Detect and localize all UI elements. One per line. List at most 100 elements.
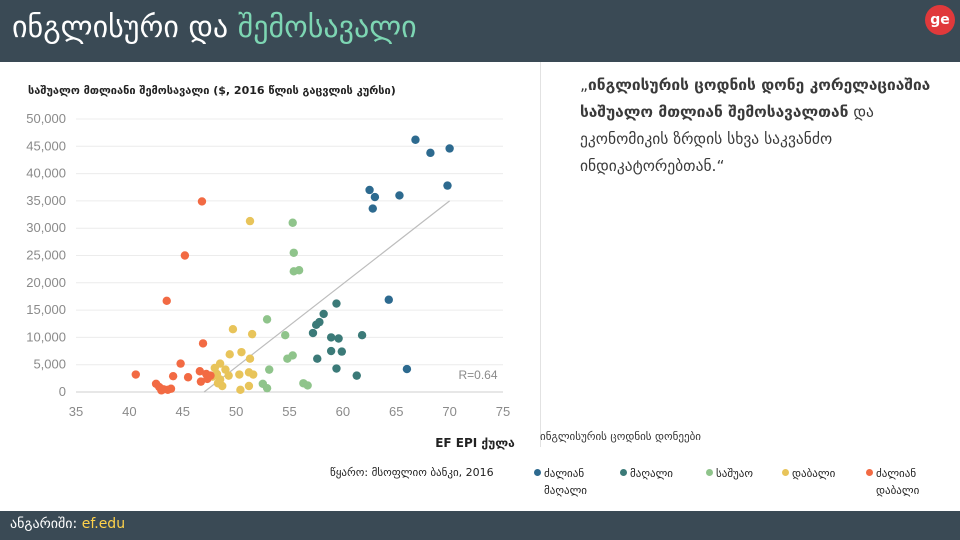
data-point: [176, 359, 185, 368]
legend-dot: [534, 469, 541, 476]
data-point: [162, 296, 171, 306]
footer-bar: ანგარიში: ef.edu: [0, 511, 960, 540]
data-point: [395, 191, 404, 200]
data-point: [262, 315, 272, 324]
data-point: [365, 185, 374, 195]
x-tick-label: 35: [69, 404, 83, 419]
data-point: [313, 354, 322, 363]
data-point: [245, 216, 255, 226]
grid-lines: [76, 118, 503, 393]
legend-label: მაღალი: [630, 467, 673, 480]
data-point: [384, 295, 393, 304]
x-axis-ticks: 35 40 45 50 55 60 65 70 75: [69, 404, 510, 419]
y-tick-label: 5,000: [33, 357, 66, 372]
legend-dot: [866, 469, 873, 476]
title-part-1: ინგლისური და: [12, 10, 238, 45]
footer-link[interactable]: ef.edu: [81, 516, 126, 532]
x-tick-label: 65: [389, 404, 403, 419]
data-point: [195, 367, 205, 376]
legend-title: ინგლისურის ცოდნის დონეები: [540, 430, 701, 443]
data-point: [402, 364, 412, 374]
legend-dot: [782, 469, 789, 476]
data-point: [357, 331, 367, 340]
page-title: ინგლისური და შემოსავალი: [12, 10, 417, 45]
source-note: წყარო: მსოფლიო ბანკი, 2016: [330, 466, 494, 479]
data-point: [326, 346, 336, 356]
data-point: [196, 377, 206, 386]
x-tick-label: 40: [122, 404, 136, 419]
data-point: [166, 384, 176, 393]
y-tick-label: 20,000: [26, 275, 66, 290]
header-bar: ინგლისური და შემოსავალი ge: [0, 0, 960, 62]
data-point: [225, 350, 234, 359]
data-point: [445, 144, 454, 153]
data-point: [215, 359, 225, 368]
quote-text: „ინგლისურის ცოდნის დონე კორელაციაშია საშ…: [580, 72, 940, 180]
data-point: [288, 218, 297, 227]
data-point: [245, 354, 255, 363]
x-tick-label: 70: [442, 404, 456, 419]
data-point: [411, 135, 420, 144]
data-point: [203, 374, 212, 384]
data-point: [370, 192, 380, 202]
data-point: [218, 381, 227, 391]
data-point: [443, 181, 452, 190]
data-point: [337, 347, 347, 356]
data-point: [326, 333, 336, 342]
data-point: [131, 370, 140, 379]
data-point: [197, 197, 207, 206]
legend-label: ძალიან დაბალი: [876, 467, 920, 497]
data-point: [237, 347, 246, 357]
y-tick-label: 25,000: [26, 248, 66, 263]
data-point: [332, 299, 341, 308]
y-tick-label: 10,000: [26, 329, 66, 344]
x-axis-label: EF EPI ქულა: [435, 436, 515, 450]
y-tick-label: 50,000: [26, 111, 66, 126]
data-point: [315, 317, 324, 327]
quote-open: „: [580, 76, 589, 94]
legend-label: დაბალი: [792, 467, 836, 480]
legend-dot: [706, 469, 713, 476]
footer-label: ანგარიში: ef.edu: [10, 516, 125, 532]
logo-icon[interactable]: ge: [925, 5, 955, 35]
y-axis-ticks: 0 5,000 10,000 15,000 20,000 25,000 30,000 35,0…: [26, 111, 66, 399]
trendline-group: [203, 200, 450, 393]
legend-dot: [620, 469, 627, 476]
data-point: [249, 370, 258, 379]
chart-title: საშუალო მთლიანი შემოსავალი ($, 2016 წლის…: [28, 84, 396, 97]
title-part-2: შემოსავალი: [237, 10, 417, 45]
trendline: [203, 200, 450, 393]
x-tick-label: 60: [336, 404, 350, 419]
quote-rest: და ეკონომიკის ზრდის სხვა საკვანძო ინდიკა…: [580, 103, 874, 175]
y-tick-label: 0: [59, 384, 66, 399]
data-point: [265, 365, 274, 374]
data-point: [236, 385, 245, 395]
x-tick-label: 45: [176, 404, 190, 419]
data-point: [294, 266, 304, 275]
data-points: [131, 135, 454, 395]
r-value-annotation: R=0.64: [458, 368, 497, 382]
x-tick-label: 50: [229, 404, 243, 419]
data-point: [289, 248, 298, 257]
data-point: [332, 364, 341, 373]
data-point: [157, 386, 166, 395]
data-point: [168, 371, 178, 381]
data-point: [308, 328, 318, 338]
y-tick-label: 30,000: [26, 220, 66, 235]
y-tick-label: 15,000: [26, 302, 66, 317]
legend-label: საშუაო: [716, 467, 754, 480]
data-point: [244, 381, 254, 391]
quote-bold: ინგლისურის ცოდნის დონე კორელაციაშია საშუ…: [580, 76, 931, 121]
data-point: [224, 371, 233, 380]
y-tick-label: 45,000: [26, 138, 66, 153]
y-tick-label: 40,000: [26, 166, 66, 181]
data-point: [319, 309, 328, 319]
data-point: [352, 371, 361, 380]
vertical-divider: [540, 62, 541, 447]
data-point: [228, 325, 238, 334]
x-tick-label: 55: [282, 404, 296, 419]
legend-label: ძალიან მაღალი: [544, 467, 587, 497]
data-point: [288, 351, 297, 360]
data-point: [235, 370, 244, 379]
